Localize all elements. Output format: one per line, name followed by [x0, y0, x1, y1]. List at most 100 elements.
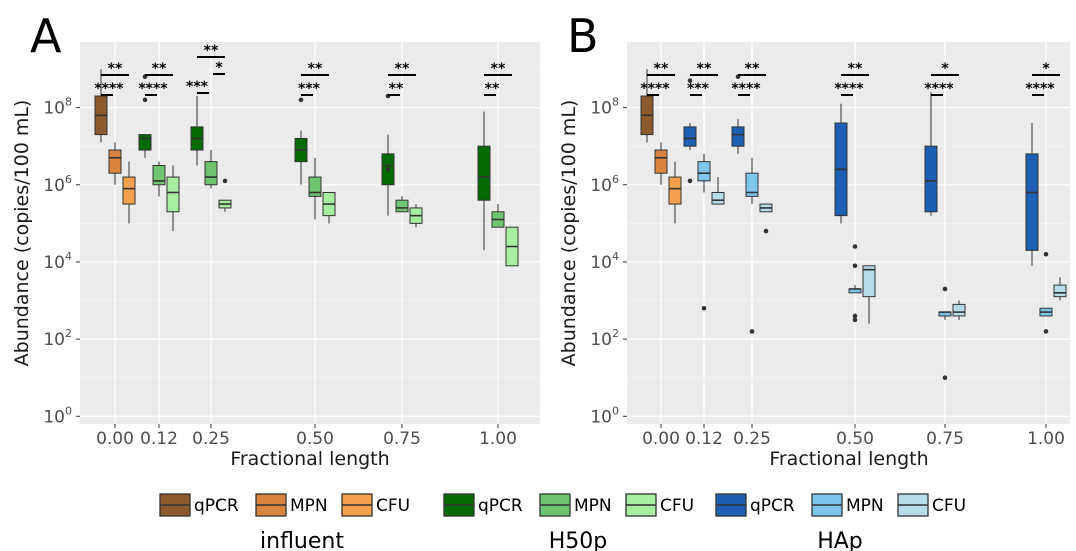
significance-label: ****: [640, 81, 670, 97]
significance-label: **: [491, 61, 506, 77]
legend-label: MPN: [846, 496, 884, 516]
box-iqr: [711, 191, 725, 205]
box-iqr: [108, 149, 122, 174]
outlier-point: [1043, 251, 1049, 257]
panel-letter: B: [567, 9, 599, 63]
significance-label: ****: [1025, 81, 1055, 97]
box-iqr: [862, 265, 876, 298]
y-tick-label: 108: [43, 96, 72, 119]
box-influent-mpn-0.00: [108, 142, 122, 185]
significance-0.25: ******: [186, 43, 225, 95]
legend-key: [897, 493, 929, 517]
outlier-point: [1043, 329, 1049, 334]
box-hap-cfu-1.00: [1053, 277, 1067, 301]
box-h50p-cfu-0.50: [322, 191, 336, 224]
box-hap-qpcr-0.75: [924, 92, 938, 216]
box-iqr: [1025, 153, 1039, 251]
box-h50p-cfu-0.12: [166, 165, 180, 232]
y-tick-label: 104: [590, 250, 619, 273]
legend-label: MPN: [574, 496, 612, 516]
significance-0.50: ******: [834, 61, 869, 97]
legend-label: MPN: [290, 496, 328, 516]
significance-label: **: [485, 81, 500, 97]
significance-label: ****: [138, 81, 168, 97]
box-h50p-mpn-1.00: [491, 204, 505, 228]
box-iqr: [138, 134, 152, 151]
legend: qPCR MPN CFU influent qPCR MPN CFU H50p qPCR MPN C…: [159, 493, 966, 551]
outlier-point: [942, 286, 948, 292]
legend-label: CFU: [932, 496, 966, 516]
legend-key: [159, 493, 191, 517]
significance-label: **: [395, 61, 410, 77]
legend-label: qPCR: [478, 496, 523, 516]
x-axis-title: Fractional length: [230, 448, 389, 470]
x-tick-label: 0.12: [140, 429, 178, 449]
significance-label: **: [108, 61, 123, 77]
x-tick-label: 0.12: [685, 429, 723, 449]
panel-letter: A: [30, 9, 62, 63]
outlier-point: [852, 244, 858, 249]
box-h50p-qpcr-0.50: [294, 97, 308, 185]
x-tick-label: 0.25: [733, 429, 771, 449]
box-iqr: [152, 164, 166, 186]
box-iqr: [308, 176, 322, 197]
significance-label: ***: [687, 81, 710, 97]
legend-label: CFU: [660, 496, 694, 516]
x-tick-label: 0.75: [383, 429, 421, 449]
box-hap-cfu-0.75: [952, 300, 966, 320]
box-hap-mpn-1.00: [1039, 251, 1053, 334]
significance-0.00: ******: [640, 61, 675, 97]
box-h50p-qpcr-0.12: [138, 74, 152, 158]
legend-group-influent: qPCR MPN CFU influent: [159, 493, 410, 551]
box-iqr: [668, 176, 682, 205]
outlier-point: [701, 305, 707, 311]
significance-0.25: ******: [731, 61, 766, 97]
legend-key: [539, 493, 571, 517]
box-iqr: [395, 199, 409, 213]
legend-group-h50p: qPCR MPN CFU H50p: [443, 493, 694, 551]
outlier-point: [687, 78, 693, 83]
box-influent-cfu-0.00: [668, 161, 682, 224]
box-hap-mpn-0.50: [848, 244, 862, 323]
y-tick-label: 106: [43, 173, 72, 196]
significance-label: **: [697, 61, 712, 77]
box-influent-cfu-0.00: [122, 161, 136, 224]
legend-key: [625, 493, 657, 517]
significance-label: **: [308, 61, 323, 77]
box-iqr: [697, 161, 711, 182]
chart-panel-b: *********************************1001021…: [558, 9, 1070, 470]
x-tick-label: 0.75: [926, 429, 964, 449]
significance-label: **: [654, 61, 669, 77]
y-tick-label: 102: [43, 327, 72, 350]
y-tick-label: 100: [590, 404, 619, 427]
significance-1.00: ** **: [484, 61, 512, 97]
legend-key: [255, 493, 287, 517]
y-tick-label: 102: [590, 327, 619, 350]
significance-1.00: *****: [1025, 61, 1060, 97]
x-tick-label: 0.00: [96, 429, 134, 449]
legend-group-title: H50p: [549, 529, 608, 551]
box-h50p-mpn-0.50: [308, 157, 322, 220]
box-iqr: [731, 126, 745, 147]
x-tick-label: 0.50: [836, 429, 874, 449]
significance-0.75: *****: [924, 61, 959, 97]
box-h50p-cfu-1.00: [505, 226, 519, 267]
significance-0.12: *****: [687, 61, 718, 97]
y-axis-title: Abundance (copies/100 mL): [11, 100, 33, 367]
box-hap-qpcr-0.25: [731, 74, 745, 154]
legend-key: [341, 493, 373, 517]
box-iqr: [745, 172, 759, 197]
significance-label: *: [941, 61, 949, 77]
box-influent-qpcr-0.00: [640, 69, 654, 143]
significance-label: ****: [924, 81, 954, 97]
y-tick-label: 108: [590, 96, 619, 119]
outlier-point: [749, 329, 755, 334]
box-h50p-mpn-0.12: [152, 161, 166, 197]
outlier-point: [852, 313, 858, 319]
outlier-point: [222, 178, 228, 184]
x-tick-label: 1.00: [1027, 429, 1065, 449]
outlier-point: [298, 97, 304, 103]
significance-label: ****: [731, 81, 761, 97]
legend-key: [443, 493, 475, 517]
box-hap-mpn-0.75: [938, 286, 952, 380]
